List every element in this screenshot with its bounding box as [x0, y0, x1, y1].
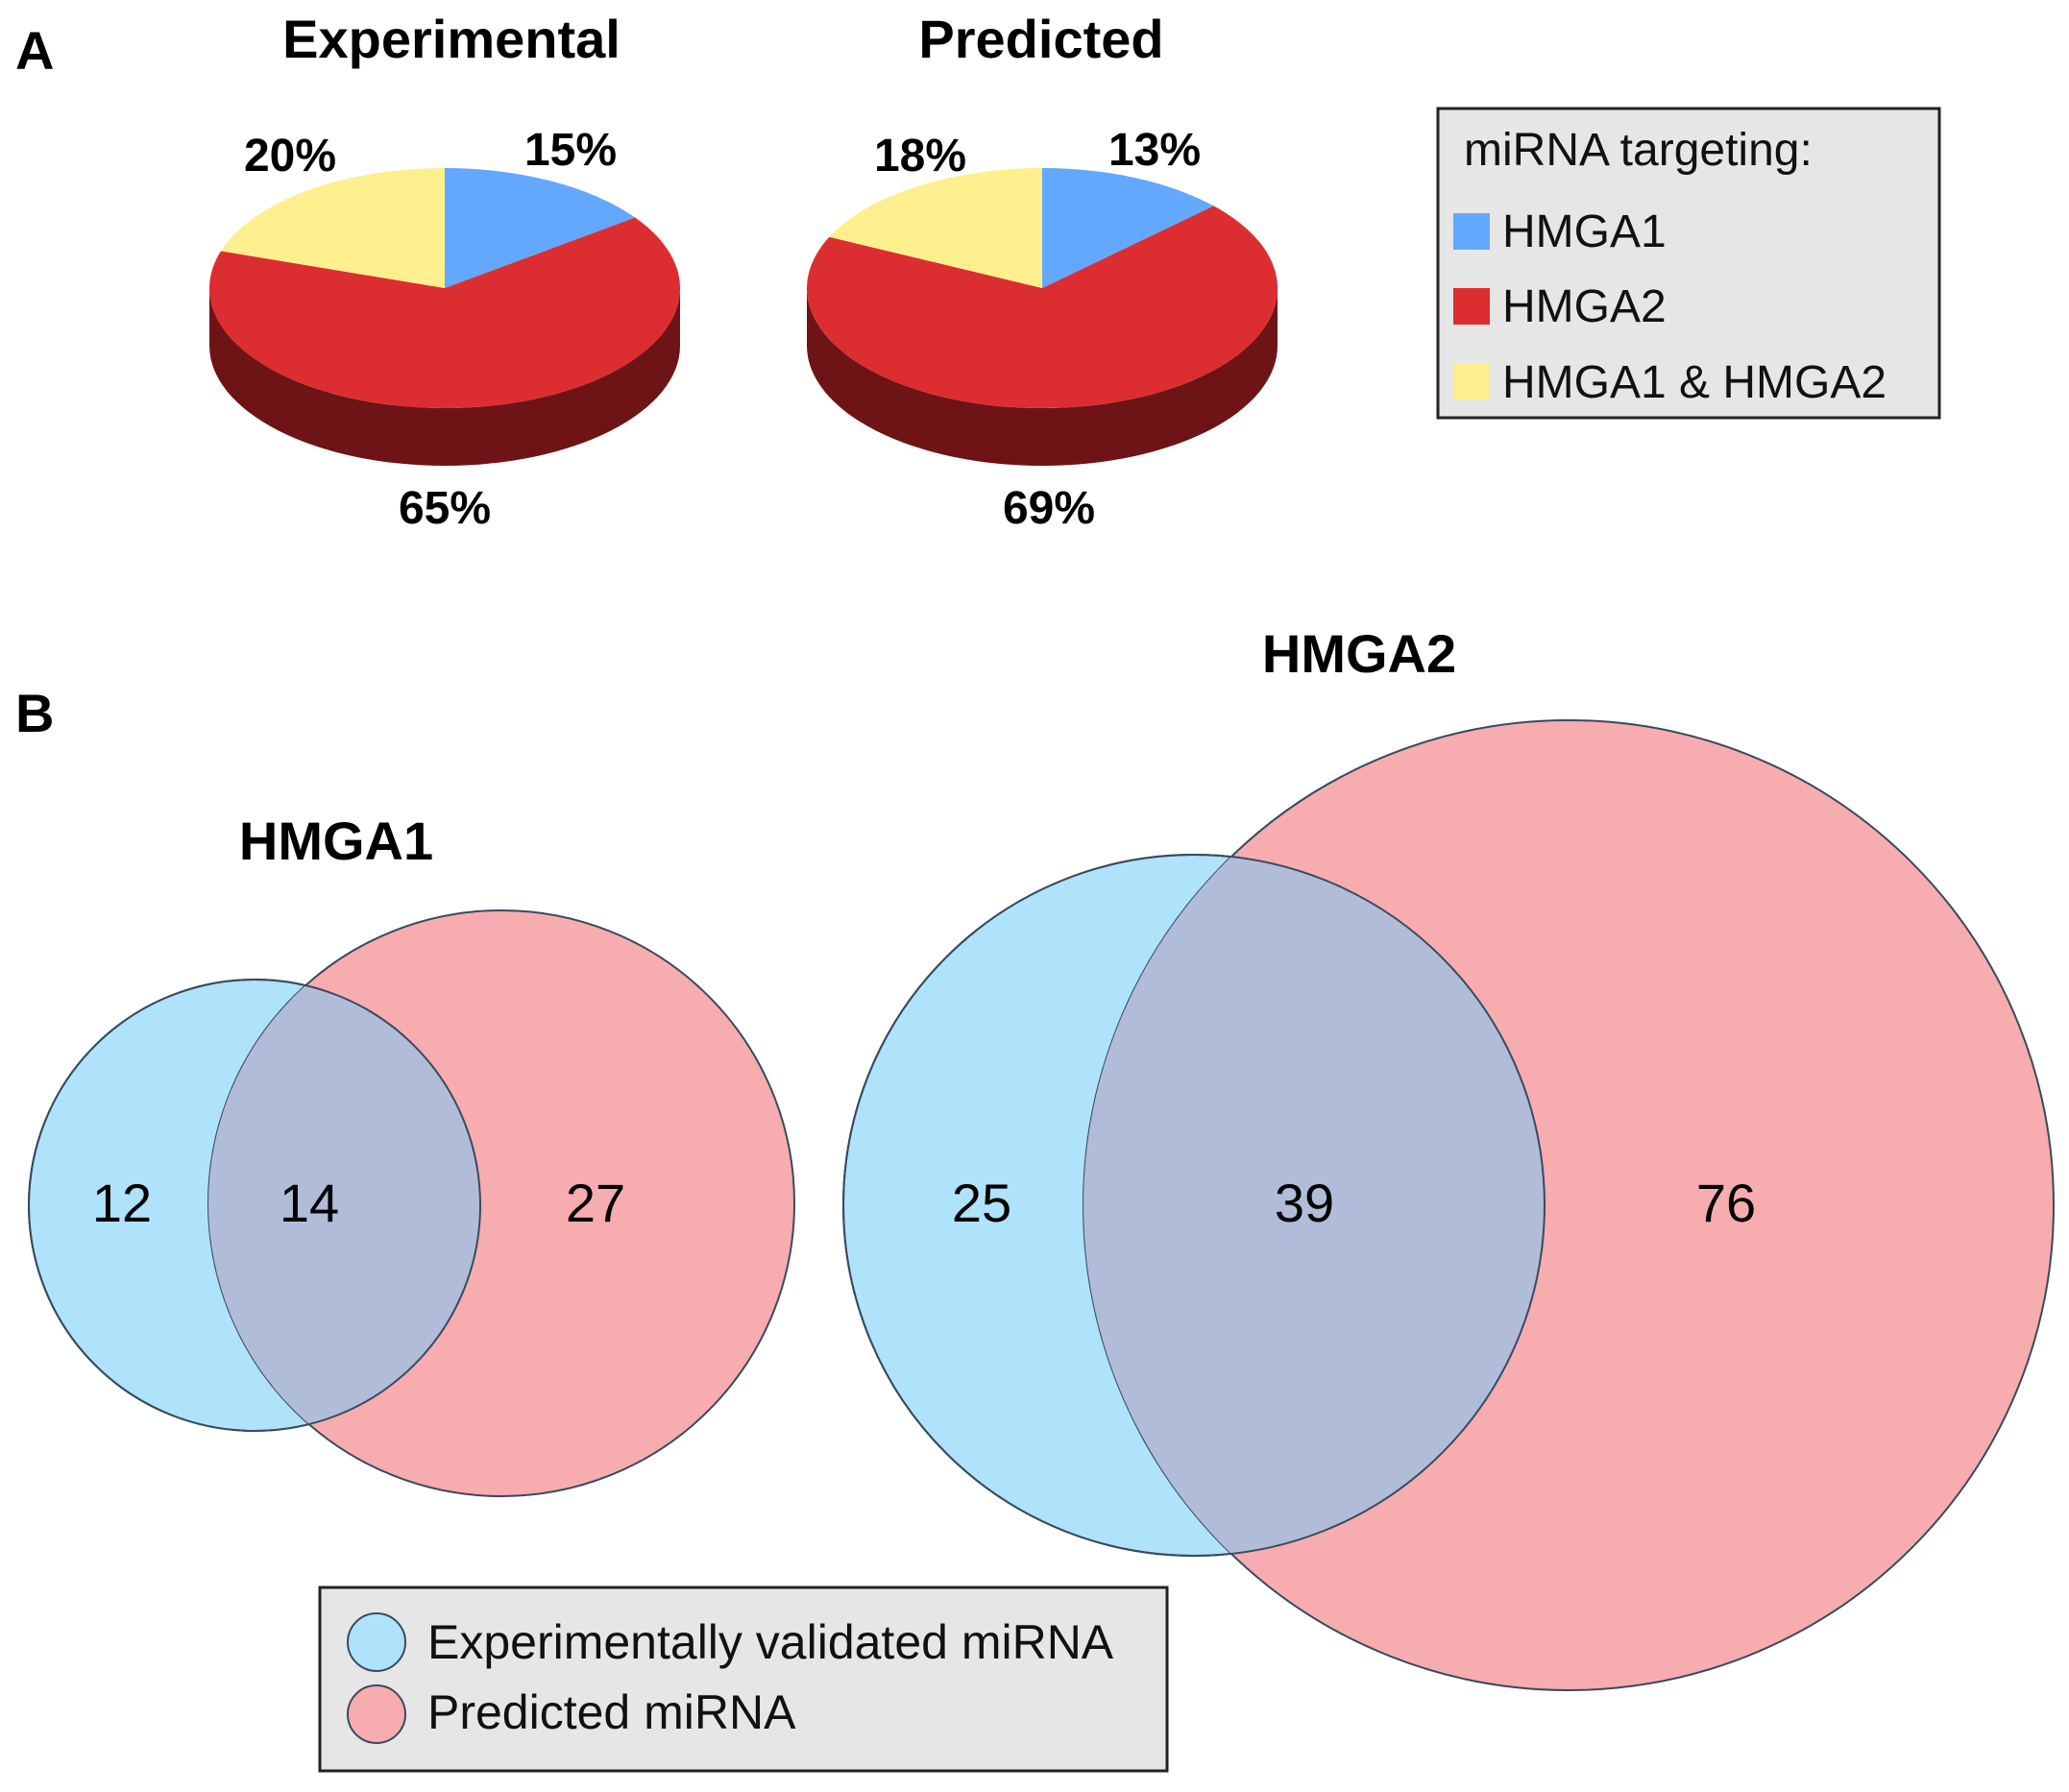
panel-b-label: B: [15, 683, 54, 743]
pie-experimental-label-both: 20%: [244, 131, 336, 182]
venn-hmga2-count-experimental: 25: [952, 1173, 1011, 1233]
pie-predicted-slice-hmga1: [1042, 168, 1214, 288]
pie-experimental-side: [209, 288, 680, 466]
pie-predicted-title: Predicted: [918, 9, 1163, 69]
legend-a-label-hmga1: HMGA1: [1502, 206, 1667, 257]
venn-hmga1-title: HMGA1: [239, 811, 433, 871]
legend-a-box: [1436, 107, 1941, 420]
legend-b-swatch-experimental: [347, 1612, 406, 1672]
legend-a-swatch-hmga1: [1453, 213, 1490, 250]
pie-experimental-label-hmga2: 65%: [399, 483, 491, 534]
panel-a-label: A: [15, 20, 54, 81]
legend-b-label-experimental: Experimentally validated miRNA: [427, 1615, 1114, 1669]
legend-a-label-both: HMGA1 & HMGA2: [1502, 357, 1886, 408]
pie-experimental: Experimental 15% 65% 20%: [208, 9, 680, 534]
venn-hmga1-count-overlap: 14: [280, 1173, 339, 1233]
legend-b-label-predicted: Predicted miRNA: [427, 1685, 796, 1739]
venn-hmga1-count-predicted: 27: [566, 1173, 625, 1233]
pie-predicted-slice-hmga2: [807, 206, 1278, 408]
legend-a-swatch-hmga2: [1453, 288, 1490, 325]
venn-hmga1-overlap-region: [208, 980, 480, 1431]
venn-hmga2-count-predicted: 76: [1696, 1173, 1756, 1233]
legend-a-label-hmga2: HMGA2: [1502, 281, 1667, 332]
venn-hmga2-experimental-outline: [842, 854, 1546, 1557]
pie-predicted: Predicted 13% 69% 18%: [807, 9, 1278, 534]
pie-predicted-label-hmga2: 69%: [1003, 483, 1095, 534]
pie-experimental-slice-hmga2: [208, 217, 680, 409]
venn-hmga1-experimental-outline: [28, 979, 481, 1432]
legend-miRNA-targeting: miRNA targeting: HMGA1 HMGA2 HMGA1 & HMG…: [1436, 107, 1941, 420]
legend-a-title: miRNA targeting:: [1464, 125, 1813, 176]
venn-hmga2-title: HMGA2: [1262, 623, 1456, 684]
pie-experimental-title: Experimental: [282, 9, 621, 69]
legend-b-swatch-predicted: [347, 1684, 406, 1744]
pie-experimental-slice-hmga1: [445, 168, 636, 288]
venn-hmga2-overlap-region: [1083, 855, 1545, 1556]
pie-predicted-side: [807, 288, 1278, 466]
pie-predicted-label-both: 18%: [874, 131, 966, 182]
legend-a-swatch-both: [1453, 363, 1490, 400]
venn-hmga2-count-overlap: 39: [1275, 1173, 1334, 1233]
pie-experimental-label-hmga1: 15%: [524, 125, 617, 176]
venn-hmga1: HMGA1 12 14 27: [28, 811, 795, 1497]
venn-hmga1-count-experimental: 12: [92, 1173, 152, 1233]
legend-b-box: [318, 1586, 1169, 1773]
legend-venn: Experimentally validated miRNA Predicted…: [318, 1586, 1169, 1773]
pie-experimental-slice-both: [220, 168, 445, 288]
pie-predicted-label-hmga1: 13%: [1108, 125, 1201, 176]
pie-predicted-slice-both: [829, 168, 1042, 288]
venn-hmga2: HMGA2 25 39 76: [842, 623, 2055, 1691]
